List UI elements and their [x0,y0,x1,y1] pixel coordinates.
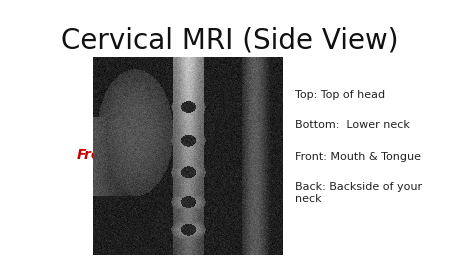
Text: Top: Top of head: Top: Top of head [294,90,384,100]
Text: Front: Mouth & Tongue: Front: Mouth & Tongue [294,152,420,162]
Text: Back: Back [245,148,282,162]
Text: Top: Top [182,60,209,74]
Text: Bottom:  Lower neck: Bottom: Lower neck [294,120,409,130]
Text: Cervical MRI (Side View): Cervical MRI (Side View) [61,26,398,54]
Text: Bottom: Bottom [157,237,214,251]
Text: Front: Front [76,148,117,162]
Text: Back: Backside of your
neck: Back: Backside of your neck [294,182,421,204]
